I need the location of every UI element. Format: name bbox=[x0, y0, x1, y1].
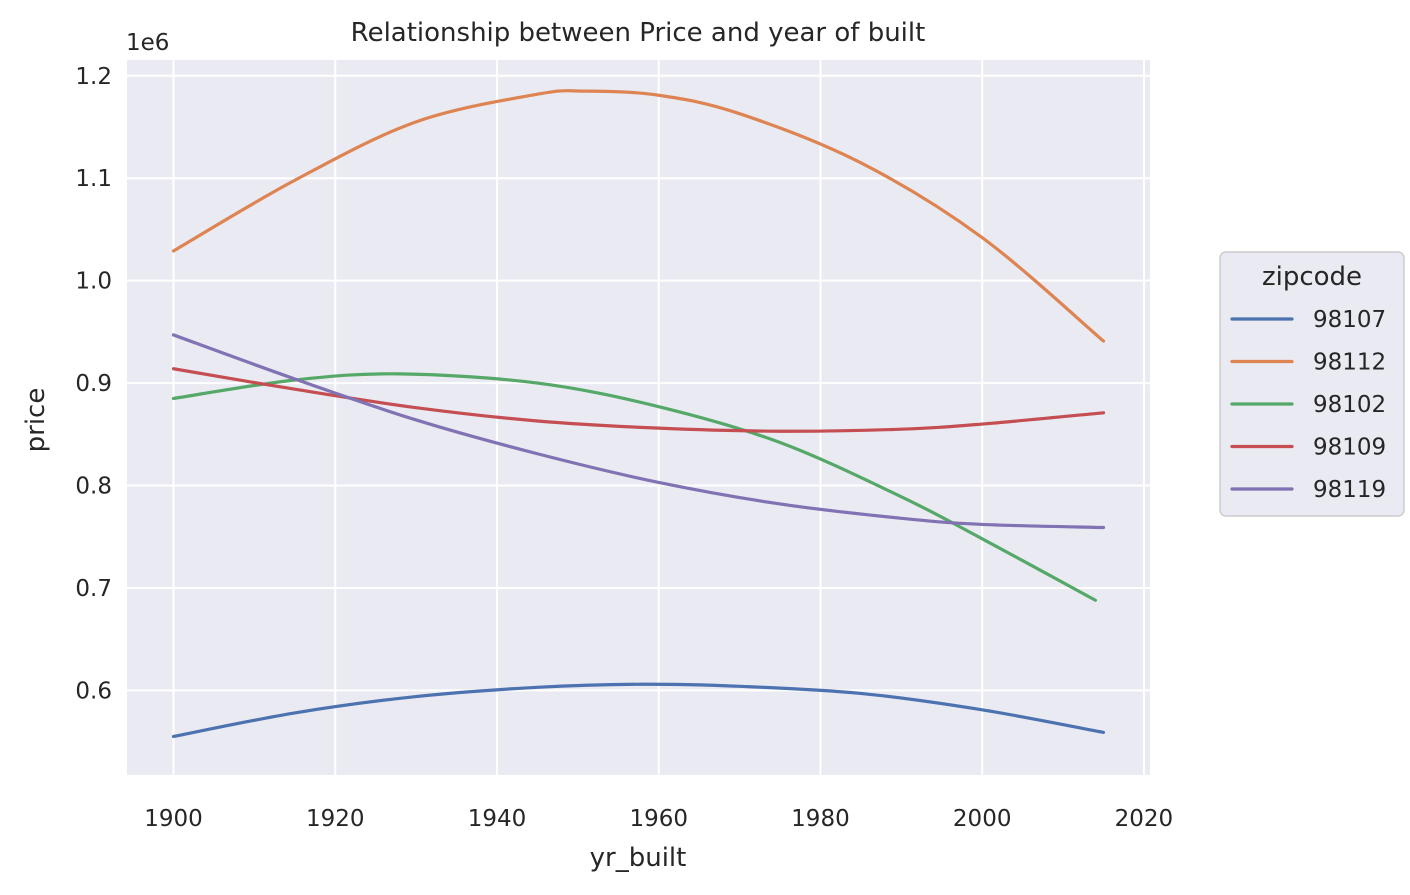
plot-background bbox=[127, 60, 1150, 775]
y-tick-label: 1.2 bbox=[75, 64, 112, 90]
y-tick-label: 0.9 bbox=[75, 371, 112, 397]
x-tick-label: 1960 bbox=[629, 806, 688, 832]
legend-label-98119: 98119 bbox=[1313, 477, 1386, 503]
x-tick-label: 2020 bbox=[1115, 806, 1174, 832]
series-lines bbox=[171, 89, 1106, 739]
x-tick-label: 1980 bbox=[791, 806, 850, 832]
y-tick-label: 1.0 bbox=[75, 269, 112, 295]
y-tick-label: 0.8 bbox=[75, 474, 112, 500]
legend-label-98109: 98109 bbox=[1313, 435, 1386, 461]
x-tick-label: 1940 bbox=[468, 806, 527, 832]
x-tick-label: 1900 bbox=[144, 806, 203, 832]
series-line-98107 bbox=[171, 682, 1106, 739]
y-tick-label: 0.6 bbox=[75, 678, 112, 704]
legend-title: zipcode bbox=[1262, 262, 1362, 292]
y-tick-label: 1.1 bbox=[75, 166, 112, 192]
x-tick-label: 2000 bbox=[953, 806, 1012, 832]
x-tick-labels: 1900 1920 1940 1960 1980 2000 2020 bbox=[144, 806, 1173, 832]
x-axis-label: yr_built bbox=[590, 843, 687, 873]
series-line-98119 bbox=[171, 333, 1106, 530]
chart-title: Relationship between Price and year of b… bbox=[351, 18, 926, 48]
series-line-98109 bbox=[171, 367, 1106, 433]
legend-label-98112: 98112 bbox=[1313, 350, 1386, 376]
legend-label-98107: 98107 bbox=[1313, 307, 1386, 333]
y-axis-label: price bbox=[21, 388, 51, 453]
y-tick-label: 0.7 bbox=[75, 576, 112, 602]
y-gridlines bbox=[127, 74, 1150, 692]
y-offset-label: 1e6 bbox=[126, 30, 169, 56]
legend: zipcode 98107 98112 98102 98109 98119 bbox=[1219, 251, 1405, 517]
series-line-98112 bbox=[171, 89, 1106, 343]
y-tick-labels: 0.6 0.7 0.8 0.9 1.0 1.1 1.2 bbox=[75, 64, 112, 705]
legend-label-98102: 98102 bbox=[1313, 392, 1386, 418]
legend-items: 98107 98112 98102 98109 98119 bbox=[1230, 307, 1386, 503]
x-tick-label: 1920 bbox=[306, 806, 365, 832]
